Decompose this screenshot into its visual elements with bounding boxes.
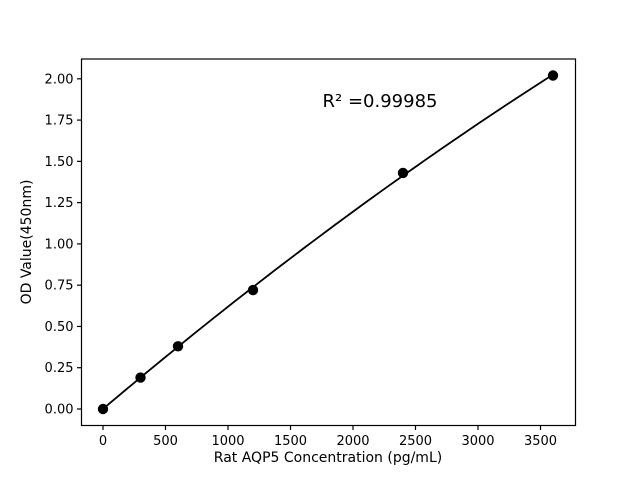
x-tick-label: 0 (99, 434, 107, 449)
axes-spines (80, 58, 577, 427)
y-axis-label: OD Value(450nm) (19, 179, 35, 305)
y-tick-label: 1.50 (45, 155, 74, 170)
x-tick-label: 3000 (461, 434, 494, 449)
y-tick-label: 0.25 (45, 361, 74, 376)
fit-line (102, 73, 554, 410)
data-point (547, 70, 559, 81)
y-tick-label: 1.00 (45, 237, 74, 252)
data-point (247, 284, 259, 296)
y-tick-label: 0.50 (45, 320, 74, 335)
y-tick-label: 1.25 (45, 196, 74, 211)
data-point (135, 372, 146, 383)
x-tick-label: 3500 (524, 434, 557, 449)
y-tick-label: 0.00 (45, 402, 74, 417)
x-tick-label: 2000 (336, 434, 369, 449)
data-point (97, 403, 109, 415)
y-tick-label: 2.00 (45, 72, 74, 87)
x-tick-label: 2500 (399, 434, 432, 449)
x-axis-label: Rat AQP5 Concentration (pg/mL) (213, 450, 443, 466)
r-squared-annotation: R² =0.99985 (322, 91, 438, 112)
x-tick-label: 1000 (211, 434, 244, 449)
x-tick-label: 1500 (274, 434, 307, 449)
data-point (172, 341, 184, 352)
y-tick-label: 1.75 (45, 114, 74, 129)
x-tick-label: 500 (153, 434, 178, 449)
y-tick-label: 0.75 (45, 279, 74, 294)
data-point (397, 167, 409, 179)
